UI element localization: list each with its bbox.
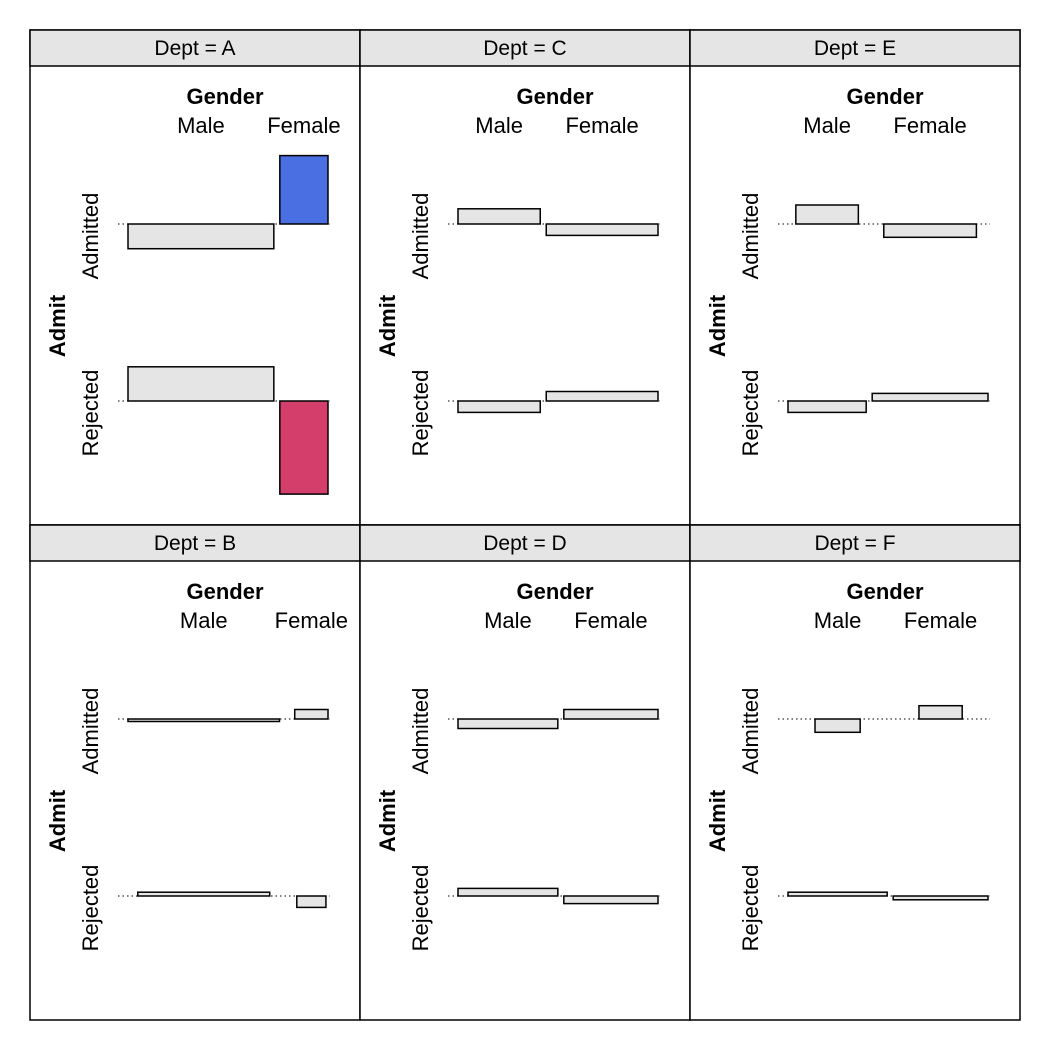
col-level-female: Female: [904, 608, 977, 633]
panel-dept-b: Dept = B Gender Male Female Admit Admitted Rej…: [29, 524, 361, 1021]
panel-dept-e: Dept = E Gender Male Female Admit Admitted Rej…: [689, 29, 1021, 526]
bar-admitted-female: [918, 704, 963, 720]
row-level-rejected: Rejected: [408, 370, 433, 457]
strip-label: Dept = F: [814, 532, 895, 555]
col-level-male: Male: [803, 113, 851, 138]
bar-admitted-male: [814, 718, 861, 734]
panel-dept-f: Dept = F Gender Male Female Admit Admitted Rej…: [689, 524, 1021, 1021]
panel-dept-d: Dept = D Gender Male Female Admit Admitted Rej…: [359, 524, 691, 1021]
strip-label: Dept = B: [154, 532, 236, 555]
col-variable-label: Gender: [186, 84, 263, 109]
row-variable-label: Admit: [45, 789, 70, 852]
bar-admitted-male: [127, 223, 275, 250]
row-variable-label: Admit: [375, 789, 400, 852]
col-level-female: Female: [574, 608, 647, 633]
panel-frame: [359, 29, 691, 526]
strip-label: Dept = A: [154, 37, 235, 60]
row-variable-label: Admit: [45, 294, 70, 357]
strip-label: Dept = C: [483, 37, 566, 60]
bar-admitted-male: [457, 718, 559, 730]
row-variable-label: Admit: [375, 294, 400, 357]
panel-strip: [689, 524, 1021, 562]
col-level-female: Female: [275, 608, 348, 633]
bar-rejected-male: [457, 400, 541, 414]
panel-strip: [29, 524, 361, 562]
col-level-female: Female: [893, 113, 966, 138]
panel-dept-a: Dept = A Gender Male Female Admit Admitted Rej…: [29, 29, 361, 526]
row-level-admitted: Admitted: [78, 688, 103, 775]
col-level-male: Male: [475, 113, 523, 138]
panel-frame: [29, 524, 361, 1021]
row-level-rejected: Rejected: [738, 865, 763, 952]
strip-label: Dept = E: [814, 37, 896, 60]
bar-admitted-female: [883, 223, 978, 239]
col-level-female: Female: [565, 113, 638, 138]
bar-admitted-female: [545, 223, 659, 237]
panel-dept-c: Dept = C Gender Male Female Admit Admitted Rej…: [359, 29, 691, 526]
col-level-female: Female: [267, 113, 340, 138]
panel-strip: [689, 29, 1021, 67]
col-variable-label: Gender: [516, 84, 593, 109]
bar-rejected-male: [787, 400, 867, 414]
panel-strip: [359, 29, 691, 67]
row-variable-label: Admit: [705, 294, 730, 357]
bar-rejected-male: [137, 891, 271, 897]
col-level-male: Male: [180, 608, 228, 633]
panel-frame: [359, 524, 691, 1021]
row-level-rejected: Rejected: [78, 865, 103, 952]
col-level-male: Male: [177, 113, 225, 138]
row-level-admitted: Admitted: [408, 193, 433, 280]
col-level-male: Male: [814, 608, 862, 633]
col-variable-label: Gender: [516, 579, 593, 604]
bar-admitted-female: [293, 708, 329, 720]
col-variable-label: Gender: [186, 579, 263, 604]
panel-strip: [29, 29, 361, 67]
row-level-admitted: Admitted: [408, 688, 433, 775]
bar-rejected-male: [457, 887, 559, 897]
col-variable-label: Gender: [846, 579, 923, 604]
bar-rejected-male: [787, 891, 888, 897]
row-level-rejected: Rejected: [78, 370, 103, 457]
bar-rejected-female: [545, 390, 659, 402]
col-variable-label: Gender: [846, 84, 923, 109]
bar-rejected-female: [563, 895, 659, 905]
col-level-male: Male: [484, 608, 532, 633]
bar-admitted-male: [457, 208, 541, 225]
panel-strip: [359, 524, 691, 562]
bar-admitted-female: [563, 708, 659, 720]
row-level-admitted: Admitted: [78, 193, 103, 280]
row-variable-label: Admit: [705, 789, 730, 852]
bar-rejected-female: [892, 895, 989, 901]
strip-label: Dept = D: [483, 532, 566, 555]
bar-rejected-female: [871, 392, 989, 402]
bar-rejected-female: [279, 400, 329, 495]
bar-rejected-female: [296, 895, 327, 909]
row-level-admitted: Admitted: [738, 193, 763, 280]
bar-rejected-male: [127, 366, 275, 402]
row-level-admitted: Admitted: [738, 688, 763, 775]
bar-admitted-male: [127, 718, 281, 723]
bar-admitted-male: [795, 204, 860, 225]
bar-admitted-female: [279, 154, 329, 225]
row-level-rejected: Rejected: [408, 865, 433, 952]
row-level-rejected: Rejected: [738, 370, 763, 457]
